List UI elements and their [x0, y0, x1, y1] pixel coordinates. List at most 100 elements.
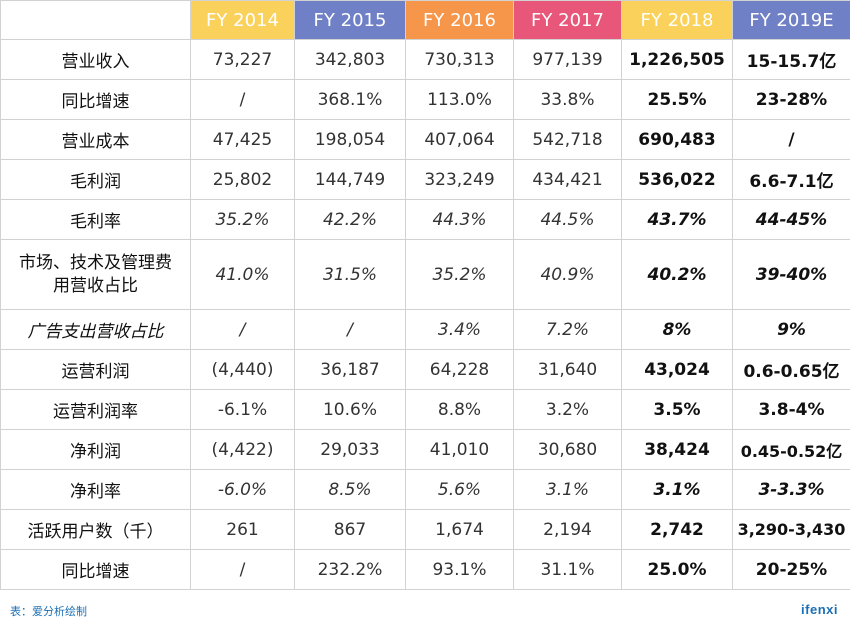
table-cell: 31.5%	[294, 239, 406, 310]
row-operating-margin: 运营利润率 -6.1% 10.6% 8.8% 3.2% 3.5% 3.8-4%	[0, 389, 850, 430]
table-cell: 730,313	[405, 39, 514, 80]
table-cell: 1,226,505	[621, 39, 733, 80]
table-cell: 9%	[732, 309, 850, 350]
row-net-margin: 净利率 -6.0% 8.5% 5.6% 3.1% 3.1% 3-3.3%	[0, 469, 850, 510]
header-fy2019e: FY 2019E	[732, 0, 850, 40]
table-cell: 31,640	[513, 349, 622, 390]
source-note: 表：爱分析绘制	[10, 605, 87, 618]
row-active-users: 活跃用户数（千） 261 867 1,674 2,194 2,742 3,290…	[0, 509, 850, 550]
financial-table: FY 2014 FY 2015 FY 2016 FY 2017 FY 2018 …	[0, 0, 850, 590]
row-cost: 营业成本 47,425 198,054 407,064 542,718 690,…	[0, 119, 850, 160]
table-cell: 36,187	[294, 349, 406, 390]
row-gross-margin: 毛利率 35.2% 42.2% 44.3% 44.5% 43.7% 44-45%	[0, 199, 850, 240]
table-cell: 0.45-0.52亿	[732, 429, 850, 470]
table-cell: 25,802	[190, 159, 295, 200]
header-fy2014: FY 2014	[190, 0, 295, 40]
table-cell: 23-28%	[732, 79, 850, 120]
table-cell: 31.1%	[513, 549, 622, 590]
table-cell: 64,228	[405, 349, 514, 390]
row-expense-ratio: 市场、技术及管理费用营收占比 41.0% 31.5% 35.2% 40.9% 4…	[0, 239, 850, 310]
row-gross-profit: 毛利润 25,802 144,749 323,249 434,421 536,0…	[0, 159, 850, 200]
table-cell: (4,422)	[190, 429, 295, 470]
row-label: 营业成本	[0, 119, 191, 160]
table-cell: 44.5%	[513, 199, 622, 240]
header-fy2015: FY 2015	[294, 0, 406, 40]
table-cell: 3-3.3%	[732, 469, 850, 510]
table-cell: 198,054	[294, 119, 406, 160]
table-cell: 342,803	[294, 39, 406, 80]
table-cell: 43.7%	[621, 199, 733, 240]
table-cell: 39-40%	[732, 239, 850, 310]
table-cell: 43,024	[621, 349, 733, 390]
row-net-profit: 净利润 (4,422) 29,033 41,010 30,680 38,424 …	[0, 429, 850, 470]
row-label: 市场、技术及管理费用营收占比	[0, 239, 191, 310]
ifenxi-logo: ifenxi	[801, 602, 838, 617]
table-cell: 536,022	[621, 159, 733, 200]
table-cell: 3.2%	[513, 389, 622, 430]
table-cell: 30,680	[513, 429, 622, 470]
table-cell: 3.1%	[513, 469, 622, 510]
table-cell: /	[190, 309, 295, 350]
table-cell: 47,425	[190, 119, 295, 160]
table-cell: 1,674	[405, 509, 514, 550]
row-label: 运营利润	[0, 349, 191, 390]
table-cell: 10.6%	[294, 389, 406, 430]
table-cell: 3,290-3,430	[732, 509, 850, 550]
table-cell: 434,421	[513, 159, 622, 200]
table-cell: -6.1%	[190, 389, 295, 430]
header-fy2018: FY 2018	[621, 0, 733, 40]
table-cell: 40.2%	[621, 239, 733, 310]
table-cell: /	[732, 119, 850, 160]
table-cell: 35.2%	[190, 199, 295, 240]
row-user-growth: 同比增速 / 232.2% 93.1% 31.1% 25.0% 20-25%	[0, 549, 850, 590]
footer: 表：爱分析绘制 ifenxi	[0, 596, 850, 627]
table-cell: 5.6%	[405, 469, 514, 510]
table-cell: 690,483	[621, 119, 733, 160]
table-cell: 35.2%	[405, 239, 514, 310]
table-cell: 38,424	[621, 429, 733, 470]
row-label: 运营利润率	[0, 389, 191, 430]
row-label: 营业收入	[0, 39, 191, 80]
row-label: 净利率	[0, 469, 191, 510]
table-cell: 867	[294, 509, 406, 550]
table-cell: 41.0%	[190, 239, 295, 310]
table-cell: -6.0%	[190, 469, 295, 510]
table-cell: 3.1%	[621, 469, 733, 510]
table-cell: 25.5%	[621, 79, 733, 120]
table-cell: 977,139	[513, 39, 622, 80]
table-cell: 20-25%	[732, 549, 850, 590]
row-label: 活跃用户数（千）	[0, 509, 191, 550]
header-fy2017: FY 2017	[513, 0, 622, 40]
table-cell: 15-15.7亿	[732, 39, 850, 80]
row-revenue: 营业收入 73,227 342,803 730,313 977,139 1,22…	[0, 39, 850, 80]
table-cell: 407,064	[405, 119, 514, 160]
table-cell: 40.9%	[513, 239, 622, 310]
row-label: 同比增速	[0, 549, 191, 590]
table-cell: 7.2%	[513, 309, 622, 350]
table-cell: /	[190, 549, 295, 590]
table-cell: 8.5%	[294, 469, 406, 510]
table-cell: 3.8-4%	[732, 389, 850, 430]
row-label: 同比增速	[0, 79, 191, 120]
table-cell: 3.5%	[621, 389, 733, 430]
header-corner	[0, 0, 191, 40]
table-cell: 29,033	[294, 429, 406, 470]
table-cell: (4,440)	[190, 349, 295, 390]
row-label: 毛利润	[0, 159, 191, 200]
row-operating-profit: 运营利润 (4,440) 36,187 64,228 31,640 43,024…	[0, 349, 850, 390]
table-cell: 2,194	[513, 509, 622, 550]
row-revenue-growth: 同比增速 / 368.1% 113.0% 33.8% 25.5% 23-28%	[0, 79, 850, 120]
table-cell: 261	[190, 509, 295, 550]
table-cell: 93.1%	[405, 549, 514, 590]
table-cell: 8.8%	[405, 389, 514, 430]
table-cell: 323,249	[405, 159, 514, 200]
table-cell: 33.8%	[513, 79, 622, 120]
row-ad-ratio: 广告支出营收占比 / / 3.4% 7.2% 8% 9%	[0, 309, 850, 350]
header-fy2016: FY 2016	[405, 0, 514, 40]
table-cell: 113.0%	[405, 79, 514, 120]
table-cell: 8%	[621, 309, 733, 350]
table-cell: 3.4%	[405, 309, 514, 350]
table-cell: 44.3%	[405, 199, 514, 240]
table-cell: 368.1%	[294, 79, 406, 120]
